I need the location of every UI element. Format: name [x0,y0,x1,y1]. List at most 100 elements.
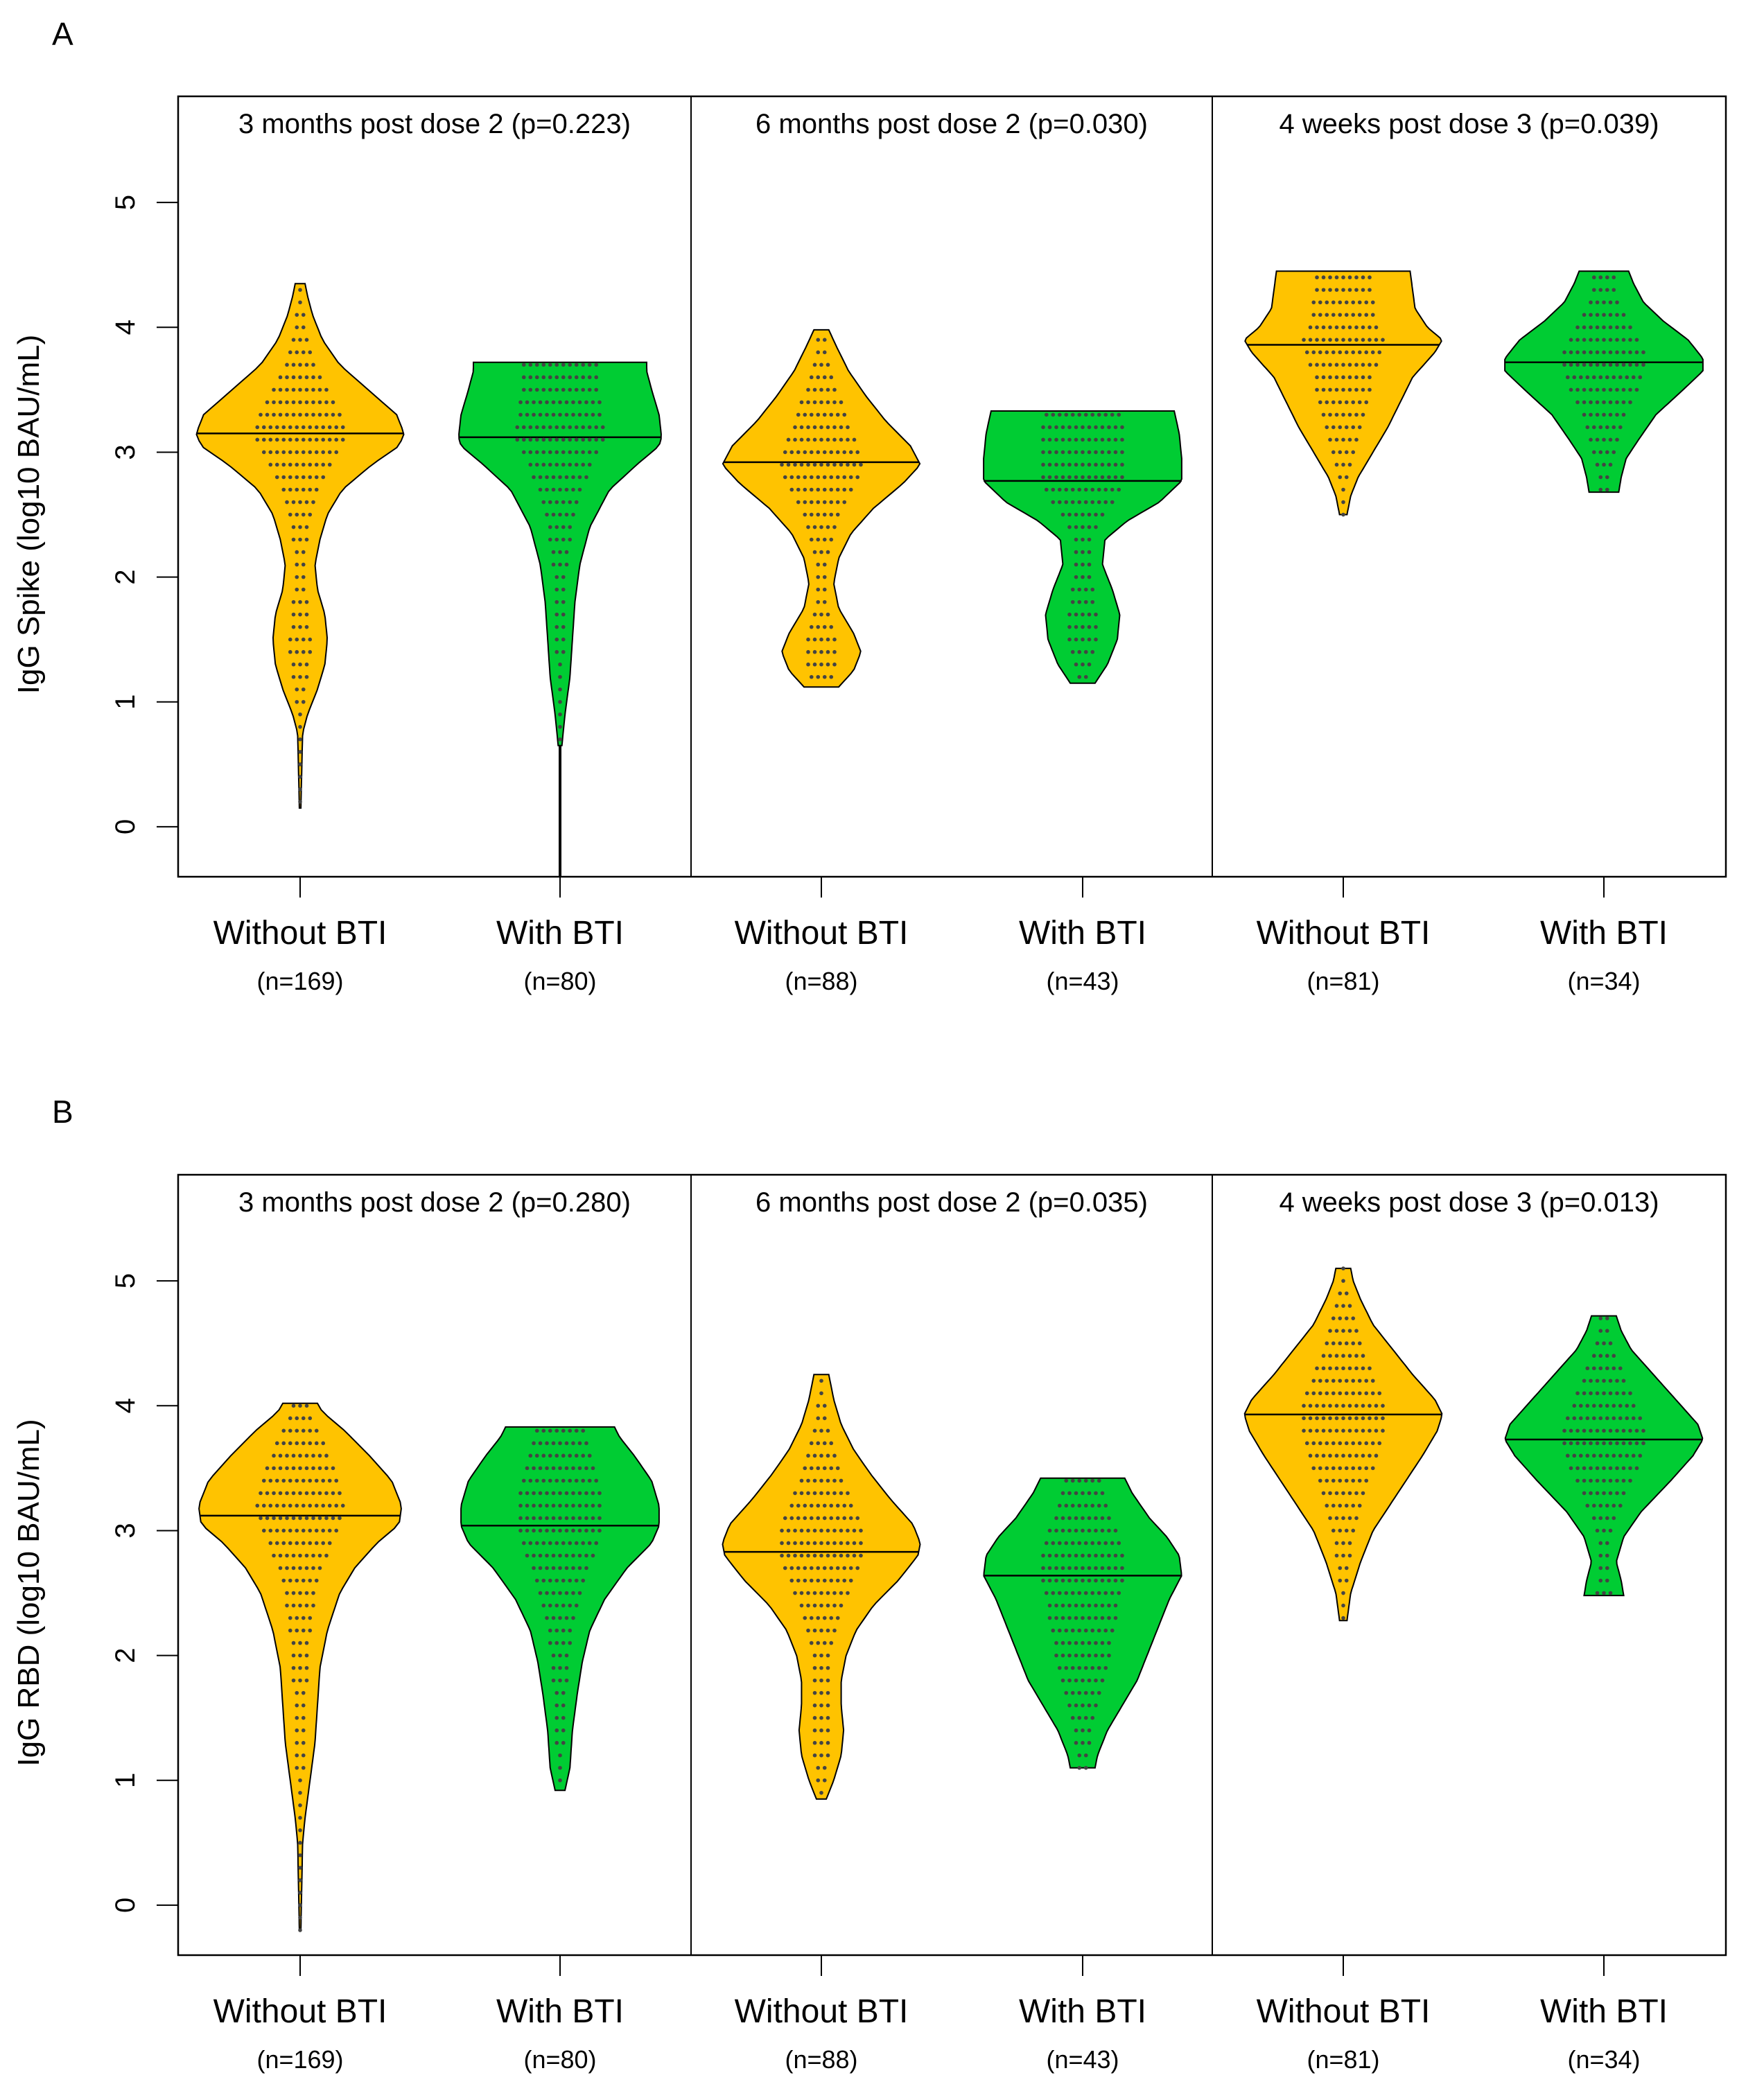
data-point [1331,400,1336,405]
data-point [1074,425,1079,430]
data-point [1605,1503,1609,1508]
data-point [314,1578,319,1583]
data-point [1117,1541,1121,1546]
data-point [1347,412,1352,417]
data-point [1083,1753,1088,1758]
data-point [819,1790,823,1795]
data-point [1374,362,1379,367]
data-point [1077,412,1082,417]
data-point [1321,362,1326,367]
data-point [1602,412,1606,417]
data-point [1064,1541,1069,1546]
data-point [1608,437,1613,442]
data-point [1090,1665,1095,1670]
data-point [819,649,823,654]
data-point [1595,387,1600,392]
data-point [1572,1416,1577,1421]
data-point [521,387,526,392]
data-point [1094,612,1098,617]
data-point [584,1528,588,1533]
data-point [301,637,306,642]
data-point [554,437,559,442]
data-point [1589,412,1593,417]
data-point [1602,1341,1606,1346]
data-point [295,487,299,492]
data-point [826,612,830,617]
data-point [272,1553,276,1558]
data-point [1341,1491,1345,1496]
data-point [1569,1428,1573,1433]
data-point [324,400,329,405]
data-point [528,387,533,392]
data-point [1081,1678,1085,1683]
data-point [298,600,302,604]
data-point [1562,350,1566,355]
data-point [1067,1528,1072,1533]
data-point [1565,1453,1570,1458]
data-point [1591,1416,1596,1421]
data-point [803,412,807,417]
data-point [1351,1391,1356,1396]
data-point [822,1566,827,1570]
data-point [1351,450,1356,455]
data-point [521,1541,526,1546]
data-point [548,450,552,455]
data-point [298,787,302,791]
data-point [534,1453,539,1458]
data-point [288,425,292,430]
data-point [1103,412,1108,417]
data-point [518,1516,523,1521]
data-point [819,362,823,367]
data-point [551,1566,556,1570]
data-point [298,375,302,380]
data-point [265,400,270,405]
facet-1: 3 months post dose 2 (p=0.280)Without BT… [198,1187,660,2074]
data-point [564,1665,569,1670]
data-point [1582,400,1587,405]
data-point [551,1616,556,1620]
data-point [1351,313,1356,317]
data-point [1117,1591,1121,1595]
data-point [1107,475,1111,480]
sample-size-label: (n=81) [1307,2045,1379,2074]
data-point [564,400,569,405]
data-point [577,1441,582,1446]
data-point [295,437,299,442]
data-point [1602,1478,1606,1483]
data-point [839,400,844,405]
data-point [561,437,566,442]
data-point [1598,1316,1603,1320]
data-point [1334,1453,1339,1458]
data-point [826,525,830,530]
data-point [1575,1428,1580,1433]
data-point [1585,425,1590,430]
data-point [304,1653,309,1658]
data-point [812,437,817,442]
data-point [848,487,853,492]
data-point [1087,1703,1092,1708]
data-point [1041,1553,1045,1558]
data-point [1598,1366,1603,1371]
data-point [518,1503,523,1508]
data-point [793,1591,797,1595]
data-point [301,350,306,355]
data-point [288,475,292,480]
data-point [819,387,823,392]
data-point [1094,437,1098,442]
data-point [1582,1478,1587,1483]
data-point [577,1553,582,1558]
data-point [1328,1403,1332,1408]
data-point [295,313,299,317]
data-point [1070,1591,1075,1595]
data-point [291,375,296,380]
data-point [1572,1403,1577,1408]
data-point [1051,1628,1056,1633]
data-point [545,487,549,492]
data-point [291,362,296,367]
data-point [1351,1528,1356,1533]
data-point [274,1528,279,1533]
data-point [327,462,332,467]
data-point [1634,350,1639,355]
data-point [587,375,592,380]
data-point [532,1503,536,1508]
